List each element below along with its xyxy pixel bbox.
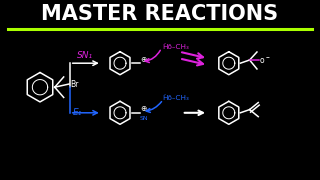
Text: ··: ·· <box>164 92 167 97</box>
Text: E₁: E₁ <box>73 108 82 117</box>
Text: Br: Br <box>70 80 78 89</box>
Text: Hō–CH₃: Hō–CH₃ <box>163 95 189 101</box>
Text: ⊕: ⊕ <box>140 104 147 113</box>
Text: –: – <box>265 53 269 62</box>
Text: SN₁: SN₁ <box>77 51 93 60</box>
Text: o: o <box>260 55 264 64</box>
Text: ··: ·· <box>164 41 167 46</box>
Text: Hō–CH₃: Hō–CH₃ <box>163 44 189 50</box>
Text: SN: SN <box>139 116 148 121</box>
Text: MASTER REACTIONS: MASTER REACTIONS <box>41 4 279 24</box>
Text: ⊕: ⊕ <box>140 55 147 64</box>
